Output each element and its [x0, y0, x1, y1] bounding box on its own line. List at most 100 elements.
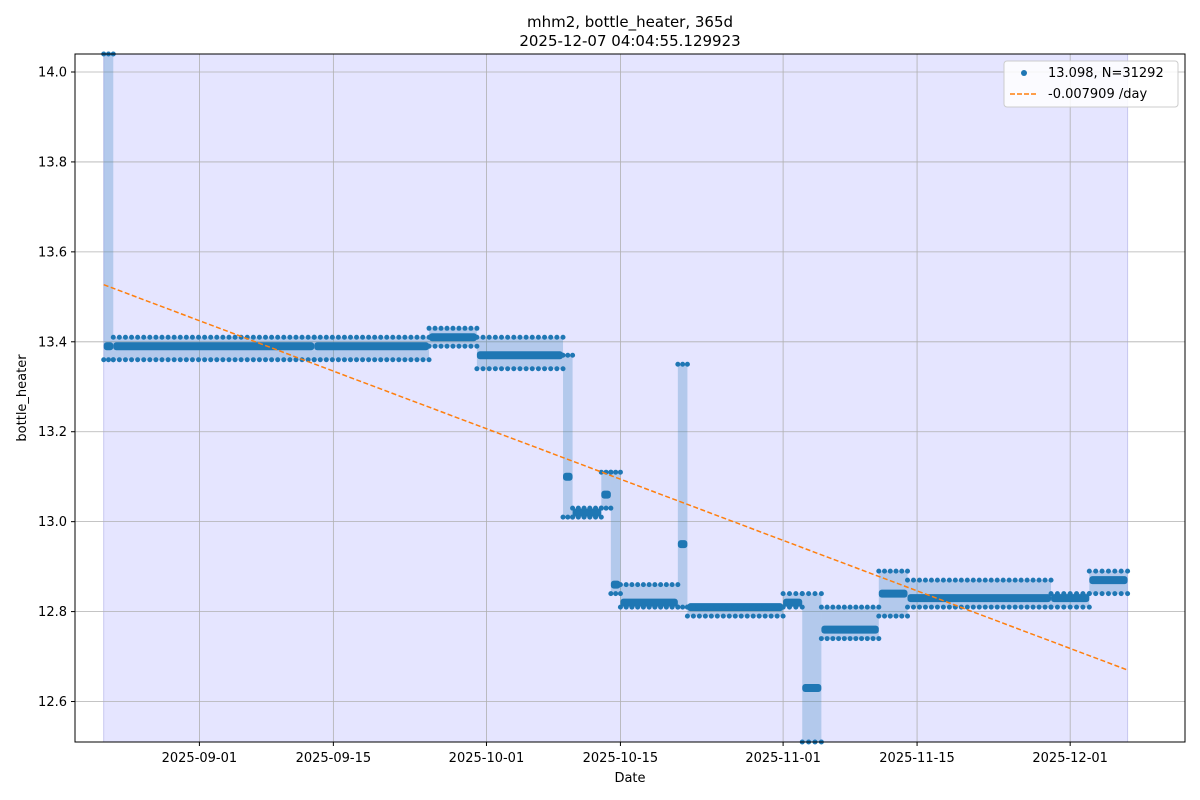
data-point	[680, 361, 686, 367]
data-point	[378, 334, 384, 340]
data-point	[1006, 577, 1012, 583]
point-band-core	[610, 580, 621, 589]
data-point	[684, 604, 690, 610]
data-point	[468, 343, 474, 349]
point-band-core	[429, 333, 477, 342]
data-point	[565, 352, 571, 358]
data-point	[542, 366, 548, 372]
data-point	[702, 613, 708, 619]
data-point	[554, 334, 560, 340]
point-band-range	[677, 364, 688, 608]
point-band-core	[601, 490, 611, 499]
data-point	[658, 604, 664, 610]
data-point	[408, 357, 414, 363]
data-point	[450, 325, 456, 331]
point-band-core	[103, 342, 114, 351]
data-point	[870, 604, 876, 610]
data-point	[293, 334, 299, 340]
data-point	[116, 334, 122, 340]
data-point	[853, 636, 859, 642]
data-point	[189, 334, 195, 340]
data-point	[684, 613, 690, 619]
data-point	[101, 357, 107, 363]
data-point	[824, 604, 830, 610]
point-band-core	[476, 351, 564, 360]
data-point	[876, 568, 882, 574]
data-point	[663, 604, 669, 610]
point-band-core	[677, 540, 688, 549]
data-point	[196, 334, 202, 340]
data-point	[287, 334, 293, 340]
data-point	[575, 514, 581, 520]
data-point	[603, 505, 609, 511]
data-point	[492, 366, 498, 372]
data-point	[570, 352, 576, 358]
data-point	[812, 591, 818, 597]
data-point	[696, 613, 702, 619]
data-point	[1093, 568, 1099, 574]
data-point	[587, 505, 593, 511]
data-point	[135, 334, 141, 340]
data-point	[323, 357, 329, 363]
data-point	[305, 357, 311, 363]
data-point	[171, 334, 177, 340]
data-point	[887, 568, 893, 574]
data-point	[420, 334, 426, 340]
chart-title: mhm2, bottle_heater, 365d	[527, 13, 733, 32]
data-point	[238, 357, 244, 363]
data-point	[250, 334, 256, 340]
y-axis-label: bottle_heater	[15, 354, 30, 442]
data-point	[456, 343, 462, 349]
point-band-range	[563, 355, 573, 518]
data-point	[354, 334, 360, 340]
data-point	[183, 357, 189, 363]
data-point	[196, 357, 202, 363]
data-point	[1080, 591, 1086, 597]
data-point	[275, 357, 281, 363]
data-point	[153, 357, 159, 363]
data-point	[1099, 591, 1105, 597]
data-point	[474, 325, 480, 331]
data-point	[499, 334, 505, 340]
data-point	[1018, 577, 1024, 583]
grid-layer	[75, 54, 1185, 742]
data-point	[882, 613, 888, 619]
data-point	[617, 604, 623, 610]
data-point	[1112, 568, 1118, 574]
shaded-span-layer	[103, 54, 1129, 742]
data-point	[910, 577, 916, 583]
data-point	[214, 357, 220, 363]
data-point	[1048, 604, 1054, 610]
data-point	[269, 357, 275, 363]
data-point	[390, 357, 396, 363]
data-point	[426, 325, 432, 331]
data-point	[226, 334, 232, 340]
data-point	[305, 334, 311, 340]
data-point	[311, 357, 317, 363]
data-point	[922, 577, 928, 583]
data-point	[214, 334, 220, 340]
data-point	[220, 357, 226, 363]
data-point	[786, 591, 792, 597]
legend-label-points: 13.098, N=31292	[1048, 66, 1164, 81]
data-point	[836, 636, 842, 642]
data-point	[882, 568, 888, 574]
data-point	[122, 357, 128, 363]
data-point	[708, 604, 714, 610]
points-layer	[101, 51, 1131, 745]
y-tick-label: 13.0	[38, 515, 67, 530]
data-point	[859, 636, 865, 642]
data-point	[859, 604, 865, 610]
point-band-core	[802, 684, 822, 693]
data-point	[177, 357, 183, 363]
data-point	[744, 613, 750, 619]
data-point	[608, 505, 614, 511]
data-point	[732, 604, 738, 610]
data-point	[474, 343, 480, 349]
data-point	[317, 334, 323, 340]
y-tick-label: 14.0	[38, 65, 67, 80]
x-tick-label: 2025-10-01	[449, 751, 525, 766]
data-point	[756, 613, 762, 619]
data-point	[1042, 577, 1048, 583]
data-point	[726, 604, 732, 610]
